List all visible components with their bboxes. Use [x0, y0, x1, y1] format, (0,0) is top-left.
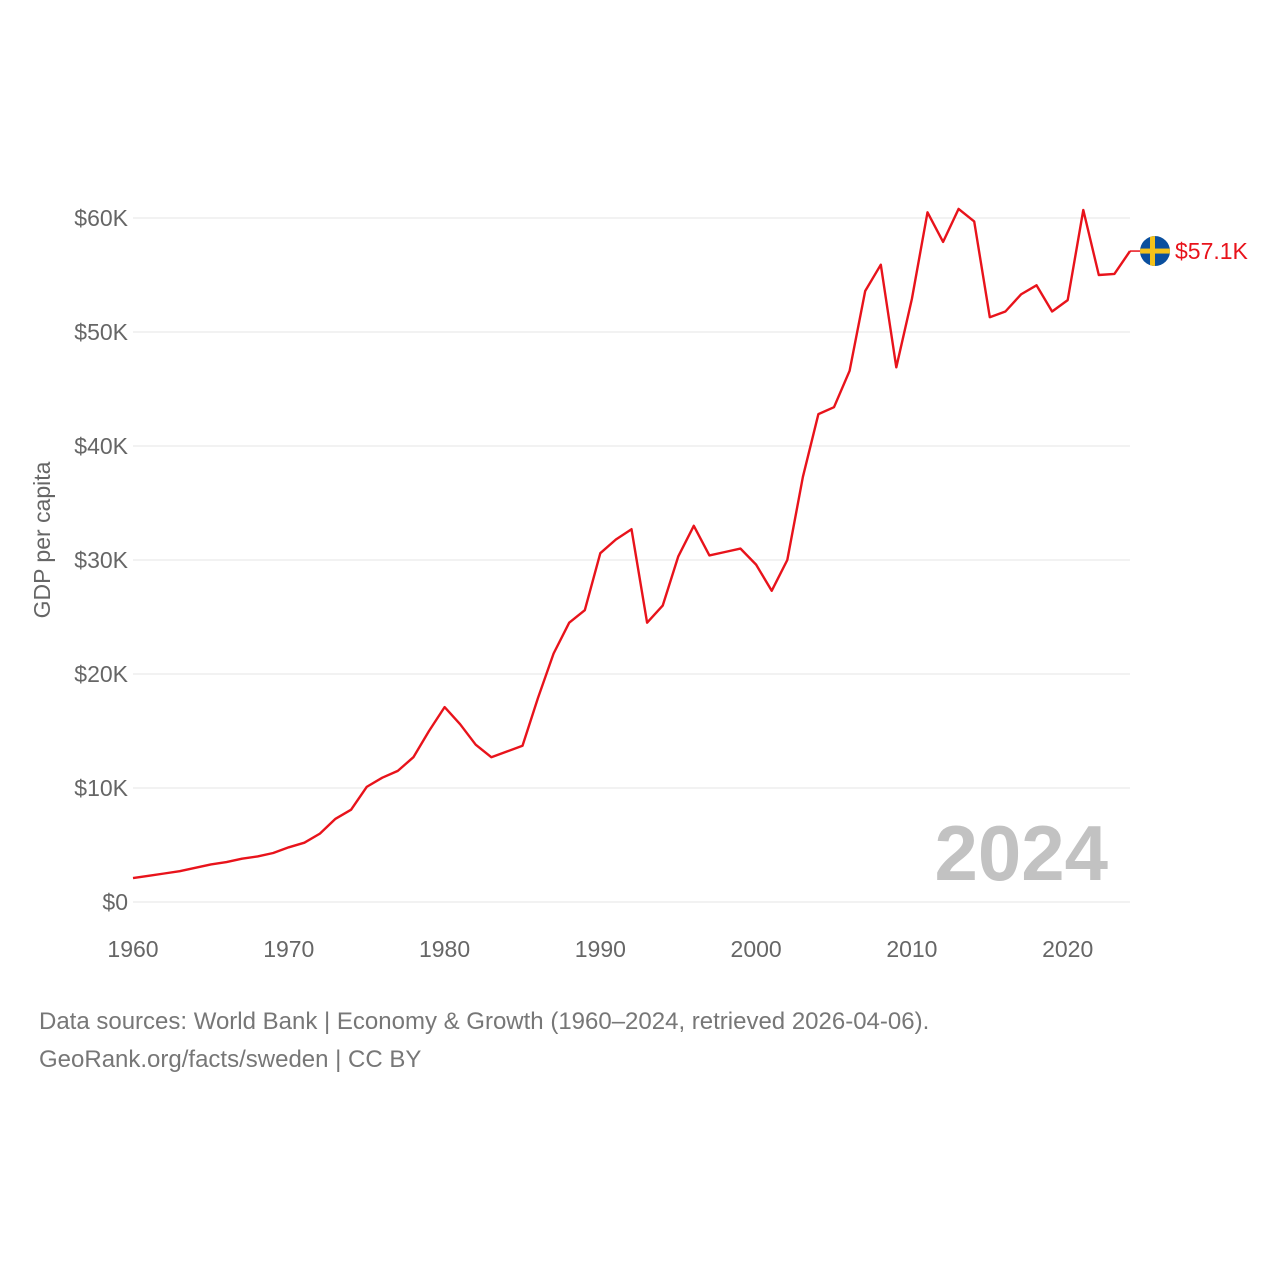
y-tick-label: $30K: [74, 547, 128, 573]
x-tick-label: 1970: [263, 936, 314, 962]
series-line-sweden: [132, 207, 1131, 880]
y-axis-label: GDP per capita: [29, 461, 55, 618]
x-tick-label: 2010: [886, 936, 937, 962]
sweden-flag-icon: [1130, 236, 1170, 267]
x-tick-label: 1990: [575, 936, 626, 962]
flag-cross-vertical: [1150, 236, 1155, 267]
grid-lines: [133, 217, 1130, 903]
line-chart: $0$10K$20K$30K$40K$50K$60K 1960 1970 1980 1…: [29, 205, 1249, 962]
y-tick-label: $40K: [74, 433, 128, 459]
y-tick-label: $20K: [74, 661, 128, 687]
footer: Data sources: World Bank | Economy & Gro…: [39, 1003, 929, 1079]
y-tick-label: $60K: [74, 205, 128, 231]
y-tick-label: $0: [102, 889, 128, 915]
x-tick-label: 1980: [419, 936, 470, 962]
source-text: Data sources: World Bank | Economy & Gro…: [39, 1008, 930, 1035]
current-year-label: 2024: [934, 809, 1108, 897]
x-tick-label: 2020: [1042, 936, 1093, 962]
x-axis-ticks: 1960 1970 1980 1990 2000 2010 2020: [107, 936, 1093, 962]
y-tick-label: $10K: [74, 775, 128, 801]
end-value-label: $57.1K: [1175, 238, 1249, 264]
x-tick-label: 2000: [731, 936, 782, 962]
y-tick-label: $50K: [74, 319, 128, 345]
x-tick-label: 1960: [107, 936, 158, 962]
attribution-text: GeoRank.org/facts/sweden | CC BY: [39, 1046, 422, 1073]
y-axis-ticks: $0 $10K $20K $30K $40K $50K $60K: [74, 205, 128, 915]
